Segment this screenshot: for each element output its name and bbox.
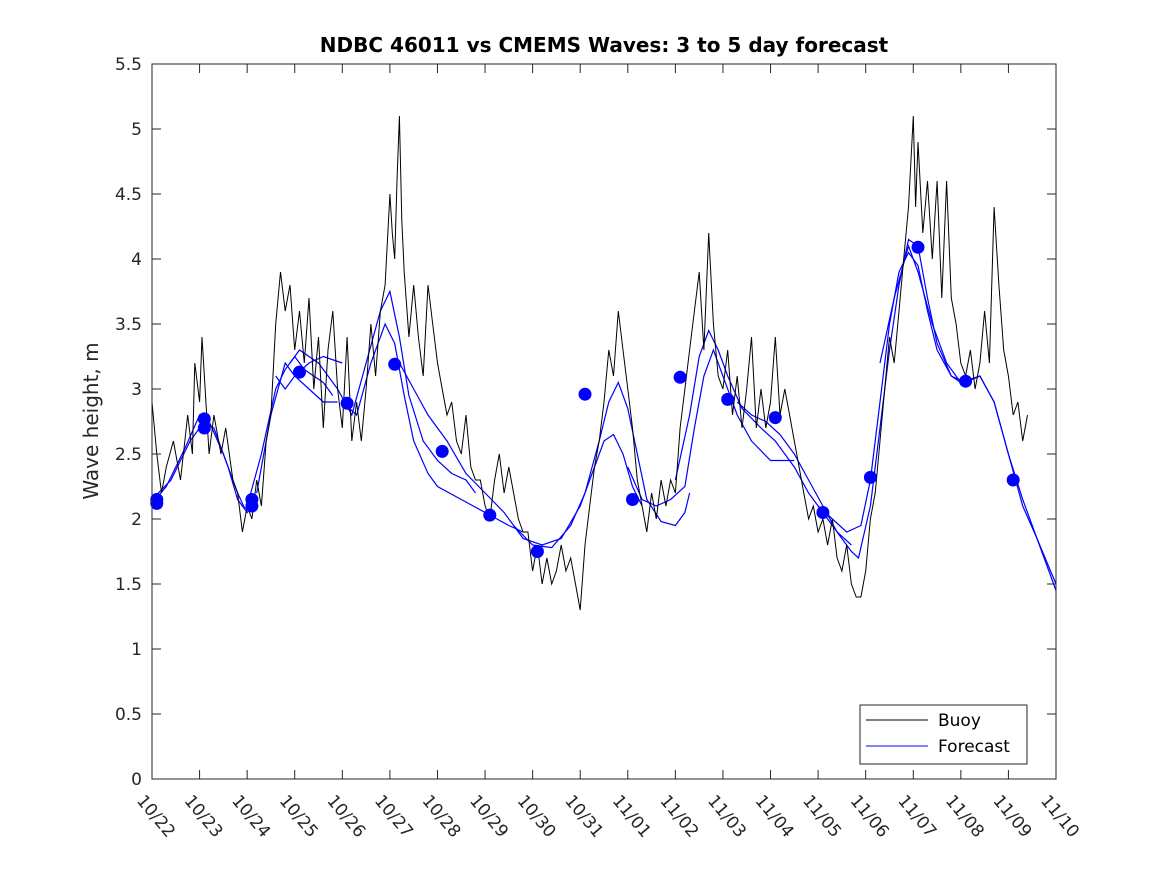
forecast-marker-12 xyxy=(578,387,592,401)
forecast-marker-7 xyxy=(340,396,354,410)
legend-label-buoy: Buoy xyxy=(938,711,981,731)
x-tick-label: 10/31 xyxy=(560,791,607,841)
forecast-marker-17 xyxy=(816,506,830,519)
forecast-marker-18 xyxy=(863,470,877,484)
x-tick-label: 11/04 xyxy=(751,791,798,841)
x-tick-label: 10/26 xyxy=(322,791,369,841)
data-layer xyxy=(150,115,1057,611)
x-tick-label: 10/28 xyxy=(418,791,465,841)
y-tick-label: 1 xyxy=(131,640,142,660)
forecast-marker-14 xyxy=(673,370,687,384)
forecast-line-8 xyxy=(513,380,691,549)
x-tick-label: 11/07 xyxy=(893,791,940,841)
forecast-marker-13 xyxy=(626,493,639,506)
forecast-marker-6 xyxy=(293,365,306,379)
y-tick-label: 0.5 xyxy=(115,705,142,725)
forecast-line-11 xyxy=(736,238,962,560)
y-tick-label: 4.5 xyxy=(115,185,142,205)
legend-box xyxy=(859,704,1028,765)
forecast-marker-5 xyxy=(245,499,259,513)
x-tick-label: 10/23 xyxy=(180,791,227,841)
y-tick-label: 1.5 xyxy=(115,575,142,595)
forecast-marker-15 xyxy=(721,392,735,406)
forecast-marker-21 xyxy=(1006,473,1020,487)
forecast-marker-1 xyxy=(150,496,164,510)
chart-title: NDBC 46011 vs CMEMS Waves: 3 to 5 day fo… xyxy=(320,33,889,57)
y-tick-label: 3.5 xyxy=(115,315,142,335)
forecast-marker-20 xyxy=(959,374,973,388)
y-tick-label: 2 xyxy=(131,510,142,530)
x-tick-label: 10/25 xyxy=(275,791,322,841)
legend-label-forecast: Forecast xyxy=(938,737,1010,757)
y-tick-label: 5.5 xyxy=(115,55,142,75)
x-tick-label: 11/05 xyxy=(798,791,845,841)
forecast-marker-8 xyxy=(388,357,402,371)
buoy-line xyxy=(151,115,1028,611)
x-tick-label: 10/22 xyxy=(132,791,179,841)
forecast-line-9 xyxy=(627,348,795,507)
x-tick-label: 11/01 xyxy=(608,791,655,841)
axes-box xyxy=(151,63,1057,780)
x-tick-label: 11/10 xyxy=(1036,791,1083,841)
forecast-marker-11 xyxy=(530,545,544,558)
x-tick-label: 10/30 xyxy=(513,791,560,841)
x-tick-label: 11/09 xyxy=(989,791,1036,841)
y-tick-label: 0 xyxy=(131,770,142,790)
y-tick-label: 4 xyxy=(131,250,142,270)
y-tick-label: 3 xyxy=(131,380,142,400)
x-tick-label: 10/24 xyxy=(227,791,274,841)
forecast-marker-16 xyxy=(768,411,782,425)
forecast-marker-9 xyxy=(435,444,449,458)
x-tick-label: 10/27 xyxy=(370,791,417,841)
forecast-marker-10 xyxy=(483,508,497,522)
x-tick-label: 11/08 xyxy=(941,791,988,841)
x-tick-label: 11/06 xyxy=(846,791,893,841)
y-tick-label: 2.5 xyxy=(115,445,142,465)
forecast-marker-3 xyxy=(197,421,211,435)
forecast-marker-2 xyxy=(197,412,211,426)
legend: Buoy Forecast xyxy=(859,704,1028,765)
y-axis-label: Wave height, m xyxy=(79,342,103,499)
forecast-marker-19 xyxy=(911,240,925,254)
x-tick-label: 11/03 xyxy=(703,791,750,841)
forecast-line-7 xyxy=(398,362,643,546)
x-tick-label: 11/02 xyxy=(656,791,703,841)
x-tick-label: 10/29 xyxy=(465,791,512,841)
y-tick-label: 5 xyxy=(131,120,142,140)
forecast-line-5 xyxy=(289,289,476,494)
